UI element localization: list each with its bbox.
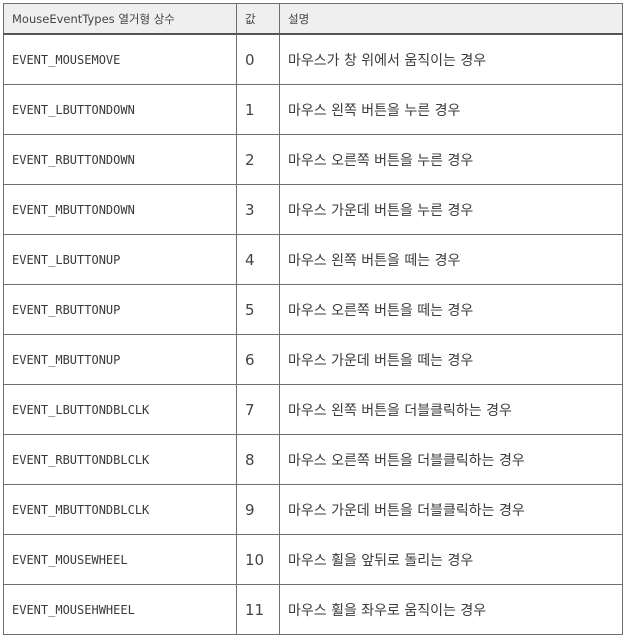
value-cell: 5	[236, 284, 280, 335]
constant-name-cell: EVENT_MOUSEWHEEL	[3, 534, 237, 585]
table-row: EVENT_MOUSEMOVE 0 마우스가 창 위에서 움직이는 경우	[3, 33, 623, 85]
description-cell: 마우스 휠을 좌우로 움직이는 경우	[279, 584, 623, 635]
constant-name-cell: EVENT_MOUSEMOVE	[3, 33, 237, 85]
description-cell: 마우스 왼쪽 버튼을 더블클릭하는 경우	[279, 384, 623, 435]
table-row: EVENT_MBUTTONDBLCLK 9 마우스 가운데 버튼을 더블클릭하는…	[3, 484, 623, 535]
value-cell: 4	[236, 234, 280, 285]
table-row: EVENT_LBUTTONDBLCLK 7 마우스 왼쪽 버튼을 더블클릭하는 …	[3, 384, 623, 435]
description-cell: 마우스가 창 위에서 움직이는 경우	[279, 33, 623, 85]
constant-name-cell: EVENT_MOUSEHWHEEL	[3, 584, 237, 635]
value-cell: 0	[236, 33, 280, 85]
table-row: EVENT_MOUSEWHEEL 10 마우스 휠을 앞뒤로 돌리는 경우	[3, 534, 623, 585]
table-row: EVENT_RBUTTONUP 5 마우스 오른쪽 버튼을 떼는 경우	[3, 284, 623, 335]
table-row: EVENT_LBUTTONUP 4 마우스 왼쪽 버튼을 떼는 경우	[3, 234, 623, 285]
description-cell: 마우스 가운데 버튼을 떼는 경우	[279, 334, 623, 385]
value-cell: 10	[236, 534, 280, 585]
description-cell: 마우스 왼쪽 버튼을 누른 경우	[279, 84, 623, 135]
constant-name-cell: EVENT_MBUTTONDOWN	[3, 184, 237, 235]
description-cell: 마우스 가운데 버튼을 더블클릭하는 경우	[279, 484, 623, 535]
constant-name-cell: EVENT_RBUTTONUP	[3, 284, 237, 335]
value-cell: 6	[236, 334, 280, 385]
description-cell: 마우스 오른쪽 버튼을 누른 경우	[279, 134, 623, 185]
value-cell: 11	[236, 584, 280, 635]
header-constant-name: MouseEventTypes 열거형 상수	[3, 3, 237, 35]
value-cell: 2	[236, 134, 280, 185]
description-cell: 마우스 오른쪽 버튼을 더블클릭하는 경우	[279, 434, 623, 485]
description-cell: 마우스 가운데 버튼을 누른 경우	[279, 184, 623, 235]
table-header: MouseEventTypes 열거형 상수 값 설명	[3, 3, 623, 35]
description-cell: 마우스 오른쪽 버튼을 떼는 경우	[279, 284, 623, 335]
header-value: 값	[236, 3, 280, 35]
table-row: EVENT_RBUTTONDBLCLK 8 마우스 오른쪽 버튼을 더블클릭하는…	[3, 434, 623, 485]
table-row: EVENT_LBUTTONDOWN 1 마우스 왼쪽 버튼을 누른 경우	[3, 84, 623, 135]
table-row: EVENT_MBUTTONUP 6 마우스 가운데 버튼을 떼는 경우	[3, 334, 623, 385]
constant-name-cell: EVENT_LBUTTONUP	[3, 234, 237, 285]
constant-name-cell: EVENT_RBUTTONDBLCLK	[3, 434, 237, 485]
description-cell: 마우스 왼쪽 버튼을 떼는 경우	[279, 234, 623, 285]
constant-name-cell: EVENT_MBUTTONDBLCLK	[3, 484, 237, 535]
description-cell: 마우스 휠을 앞뒤로 돌리는 경우	[279, 534, 623, 585]
value-cell: 9	[236, 484, 280, 535]
constant-name-cell: EVENT_RBUTTONDOWN	[3, 134, 237, 185]
value-cell: 3	[236, 184, 280, 235]
value-cell: 7	[236, 384, 280, 435]
mouse-event-types-table: MouseEventTypes 열거형 상수 값 설명 EVENT_MOUSEM…	[3, 3, 623, 635]
constant-name-cell: EVENT_MBUTTONUP	[3, 334, 237, 385]
value-cell: 1	[236, 84, 280, 135]
table-row: EVENT_MOUSEHWHEEL 11 마우스 휠을 좌우로 움직이는 경우	[3, 584, 623, 635]
constant-name-cell: EVENT_LBUTTONDBLCLK	[3, 384, 237, 435]
value-cell: 8	[236, 434, 280, 485]
header-row: MouseEventTypes 열거형 상수 값 설명	[3, 3, 623, 35]
header-description: 설명	[279, 3, 623, 35]
table-body: EVENT_MOUSEMOVE 0 마우스가 창 위에서 움직이는 경우 EVE…	[3, 33, 623, 635]
constant-name-cell: EVENT_LBUTTONDOWN	[3, 84, 237, 135]
table-row: EVENT_RBUTTONDOWN 2 마우스 오른쪽 버튼을 누른 경우	[3, 134, 623, 185]
table-row: EVENT_MBUTTONDOWN 3 마우스 가운데 버튼을 누른 경우	[3, 184, 623, 235]
